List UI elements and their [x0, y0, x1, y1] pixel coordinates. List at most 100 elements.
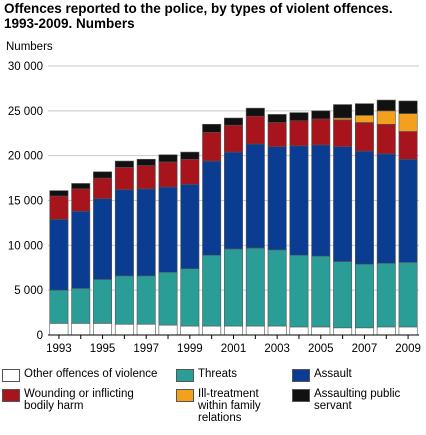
legend-label-assault: Assault — [314, 368, 352, 380]
bar-segment-1993-s2 — [49, 219, 69, 291]
bar-segment-2005-s2 — [311, 144, 331, 257]
bar-segment-1994-s1 — [71, 288, 91, 324]
legend-label-assaulting-public-servant: Assaulting public servant — [314, 388, 401, 412]
bar-segment-1999-s5 — [180, 151, 200, 160]
y-tick-label: 20 000 — [8, 151, 43, 163]
y-tick-label: 15 000 — [8, 196, 43, 208]
bar-segment-1997-s5 — [136, 158, 156, 166]
y-tick-label: 0 — [37, 330, 43, 342]
bar-segment-1999-s0 — [180, 325, 200, 336]
bar-segment-2001-s5 — [224, 117, 243, 126]
bar-segment-2007-s0 — [354, 327, 374, 336]
bar-segment-2002-s1 — [245, 247, 265, 327]
legend-swatch-other-violence — [2, 369, 20, 382]
legend-swatch-ill-treatment — [176, 389, 194, 402]
bar-segment-2001-s0 — [224, 325, 243, 336]
bar-segment-2004-s5 — [289, 112, 309, 121]
bar-segment-2006-s2 — [333, 146, 353, 262]
bar-segment-2007-s2 — [354, 150, 374, 265]
legend-item-other-violence: Other offences of violence — [2, 368, 157, 382]
bar-segment-2008-s5 — [376, 99, 396, 112]
bar-segment-2000-s0 — [202, 325, 222, 336]
legend-item-assault: Assault — [292, 368, 352, 382]
legend-item-threats: Threats — [176, 368, 237, 382]
bar-segment-2002-s0 — [245, 325, 265, 336]
bar-segment-2007-s5 — [354, 103, 374, 116]
legend-item-wounding: Wounding or inflicting bodily harm — [2, 388, 134, 412]
bar-segment-1994-s5 — [71, 183, 91, 190]
bar-segment-2005-s3 — [311, 118, 331, 146]
y-tick-label: 30 000 — [8, 61, 43, 73]
bar-segment-2007-s4 — [354, 115, 374, 123]
bar-segment-1993-s3 — [49, 195, 69, 220]
bar-segment-1998-s3 — [158, 161, 178, 188]
bar-segment-2006-s3 — [333, 119, 353, 148]
bar-segment-1998-s5 — [158, 154, 178, 163]
bar-segment-1999-s3 — [180, 158, 200, 185]
y-tick-label: 25 000 — [8, 106, 43, 118]
bar-segment-1997-s2 — [136, 188, 156, 277]
bar-segment-2001-s3 — [224, 124, 243, 153]
x-tick-label: 2007 — [352, 343, 378, 355]
legend-swatch-wounding — [2, 389, 20, 402]
bar-segment-2008-s1 — [376, 262, 396, 328]
bar-segment-2009-s0 — [398, 326, 418, 336]
bar-segment-2000-s1 — [202, 254, 222, 327]
bar-segment-2000-s5 — [202, 123, 222, 133]
bar-segment-2009-s4 — [398, 113, 418, 132]
bar-segment-2001-s1 — [224, 248, 243, 327]
bar-segment-2008-s4 — [376, 110, 396, 125]
bar-segment-2006-s0 — [333, 327, 353, 336]
bar-segment-1995-s1 — [93, 279, 113, 324]
chart-title: Offences reported to the police, by type… — [4, 1, 393, 31]
legend-label-other-violence: Other offences of violence — [24, 368, 158, 380]
bar-segment-1994-s3 — [71, 188, 91, 212]
bar-segment-2003-s5 — [267, 114, 287, 123]
bar-segment-1995-s2 — [93, 198, 113, 280]
x-tick-label: 1995 — [90, 343, 116, 355]
bar-segment-2001-s2 — [224, 151, 243, 250]
bar-segment-1997-s0 — [136, 323, 156, 336]
legend-label-ill-treatment: Ill-treatment within family relations — [198, 388, 261, 424]
x-tick-label: 2005 — [308, 343, 334, 355]
bar-segment-2007-s3 — [354, 122, 374, 152]
bar-segment-2008-s2 — [376, 153, 396, 264]
bar-segment-1996-s1 — [114, 275, 134, 325]
bar-segment-2003-s1 — [267, 249, 287, 327]
bar-segment-1993-s0 — [49, 323, 69, 336]
bar-segment-1999-s1 — [180, 268, 200, 327]
bar-segment-1996-s0 — [114, 323, 134, 336]
bar-segment-1996-s5 — [114, 160, 134, 168]
x-tick-label: 2001 — [221, 343, 247, 355]
bar-segment-2007-s1 — [354, 263, 374, 329]
legend-swatch-assaulting-public-servant — [292, 389, 310, 402]
bar-segment-1997-s1 — [136, 275, 156, 325]
legend-label-wounding: Wounding or inflicting bodily harm — [24, 388, 134, 412]
bar-segment-1999-s2 — [180, 184, 200, 269]
bar-segment-2008-s3 — [376, 123, 396, 155]
bar-segment-2009-s5 — [398, 100, 418, 114]
bar-segment-1994-s2 — [71, 210, 91, 289]
y-tick-label: 5 000 — [14, 285, 43, 297]
legend-label-threats: Threats — [198, 368, 237, 380]
legend-item-assaulting-public-servant: Assaulting public servant — [292, 388, 400, 412]
bar-segment-1997-s3 — [136, 165, 156, 190]
bar-segment-2006-s1 — [333, 261, 353, 329]
y-axis-unit-label: Numbers — [6, 41, 53, 53]
bar-segment-2003-s0 — [267, 325, 287, 336]
bar-segment-2000-s2 — [202, 160, 222, 256]
bar-segment-2005-s5 — [311, 110, 331, 120]
chart-legend: Other offences of violence Threats Assau… — [0, 362, 426, 432]
bar-segment-2004-s1 — [289, 254, 309, 328]
legend-swatch-threats — [176, 369, 194, 382]
bar-segment-2003-s3 — [267, 122, 287, 147]
bar-segment-1998-s1 — [158, 271, 178, 326]
x-tick-label: 2009 — [395, 343, 421, 355]
bar-segment-2002-s2 — [245, 143, 265, 249]
legend-swatch-assault — [292, 369, 310, 382]
bar-segment-2005-s0 — [311, 326, 331, 336]
bar-segment-2009-s2 — [398, 158, 418, 263]
bar-segment-1995-s3 — [93, 177, 113, 200]
legend-item-ill-treatment: Ill-treatment within family relations — [176, 388, 261, 424]
